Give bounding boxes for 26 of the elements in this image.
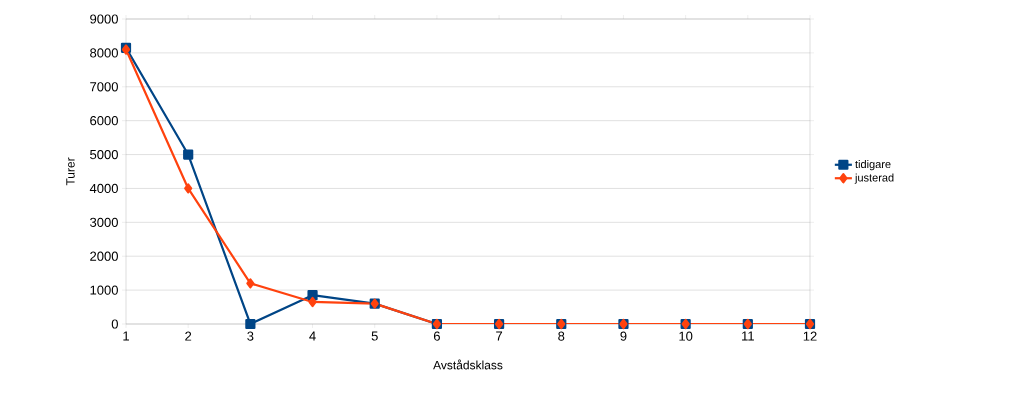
y-tick-label: 9000 [90, 14, 118, 24]
legend-label: tidigare [855, 160, 891, 171]
y-tick-label: 4000 [89, 183, 118, 194]
y-tick-label: 1000 [90, 285, 118, 295]
y-tick-label: 8000 [90, 48, 118, 58]
x-tick-label: 9 [620, 331, 627, 341]
y-tick-label: 2000 [90, 251, 118, 261]
x-tick-label: 2 [185, 331, 192, 341]
x-tick-label: 8 [558, 331, 565, 341]
x-axis-title: Avstådsklass [433, 359, 503, 370]
legend-label: justerad [854, 173, 894, 184]
x-tick-label: 12 [803, 331, 817, 341]
x-tick-label: 6 [433, 331, 440, 341]
x-tick-label: 10 [679, 331, 693, 341]
y-tick-label: 0 [111, 319, 118, 329]
x-tick-label: 11 [742, 331, 754, 341]
x-tick-label: 5 [371, 331, 378, 341]
y-tick-label: 3000 [90, 217, 118, 227]
y-tick-label: 6000 [90, 116, 118, 126]
y-tick-label: 7000 [90, 82, 118, 92]
y-tick-label: 5000 [90, 149, 118, 160]
y-axis-title: Turer [66, 157, 75, 186]
x-tick-label: 1 [123, 331, 129, 341]
x-tick-label: 4 [309, 331, 316, 341]
x-tick-label: 7 [496, 331, 503, 341]
x-tick-label: 3 [247, 331, 254, 341]
